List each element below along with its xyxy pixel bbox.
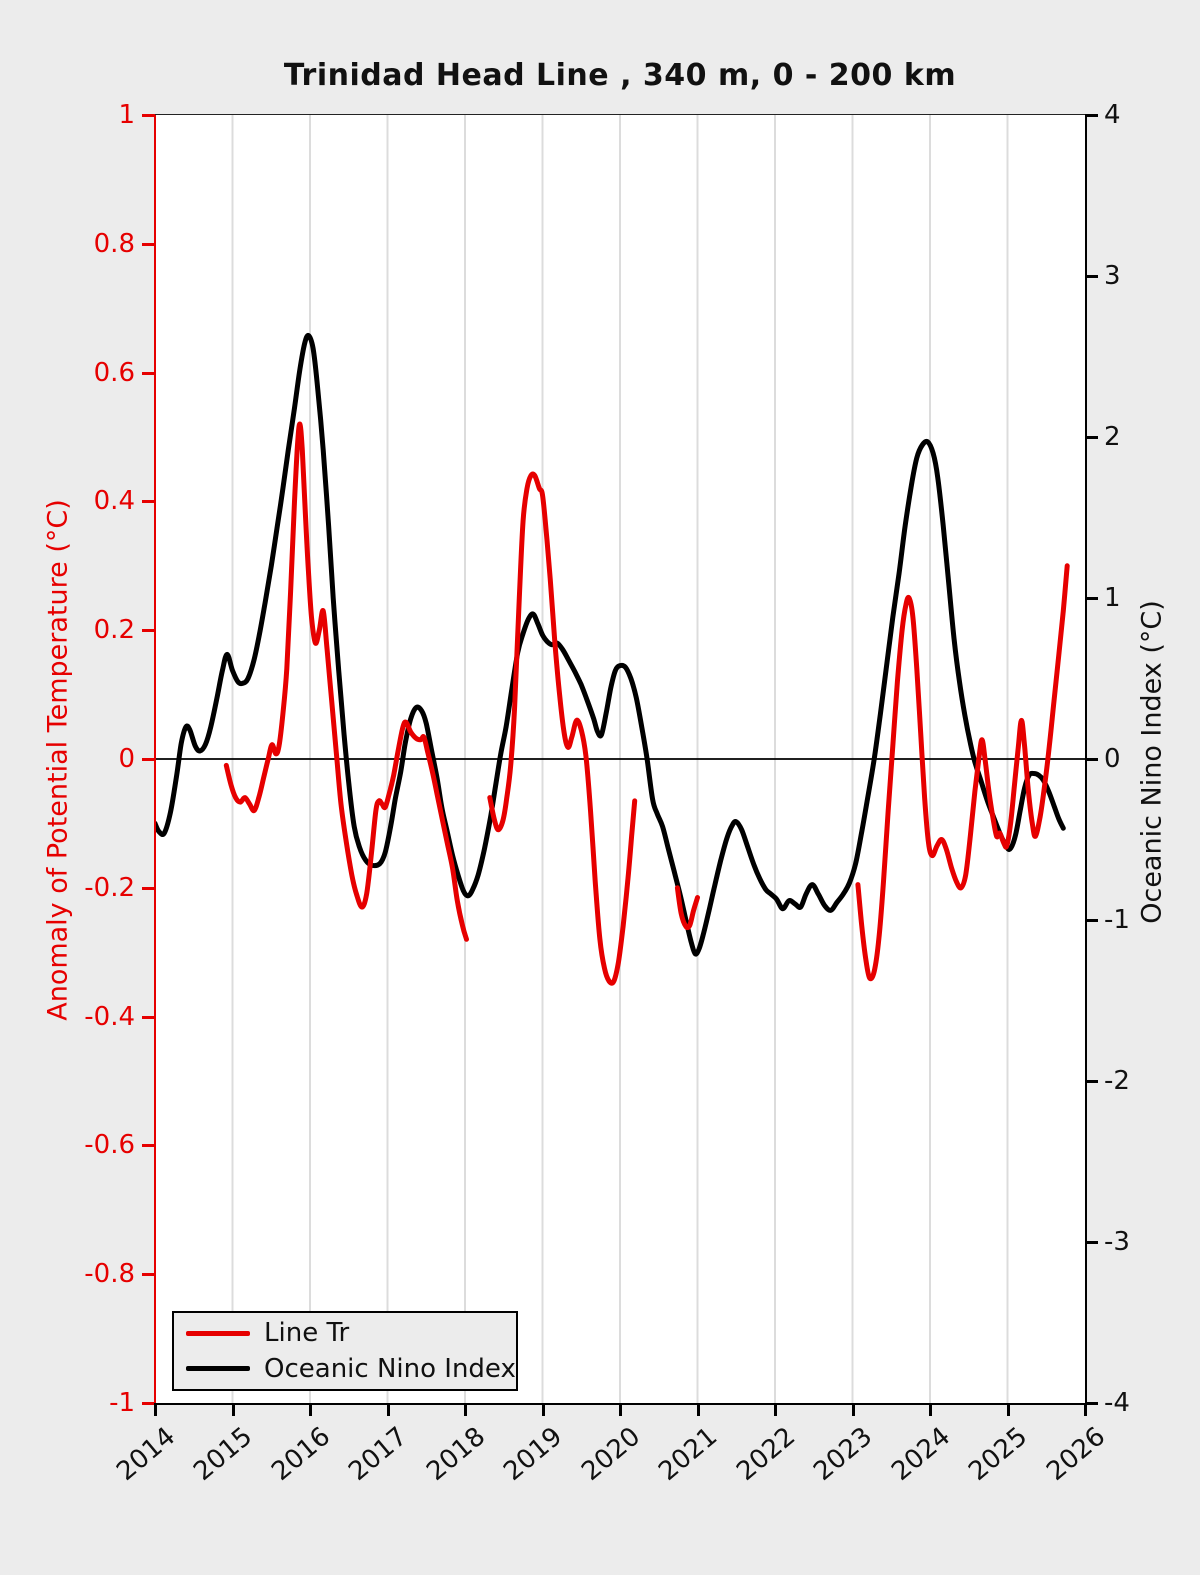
right-axis-tick — [1085, 1241, 1098, 1244]
right-axis-tick-label: 1 — [1104, 583, 1121, 613]
right-axis-tick — [1085, 758, 1098, 761]
right-axis-tick — [1085, 919, 1098, 922]
left-axis-tick-label: -0.4 — [84, 1001, 135, 1032]
legend-line-swatch — [186, 1330, 250, 1336]
right-axis-tick-label: -4 — [1104, 1388, 1130, 1418]
chart-canvas — [155, 115, 1085, 1403]
x-axis-tick — [231, 1403, 235, 1416]
legend-line-swatch — [186, 1366, 250, 1372]
line-tr-series — [674, 885, 700, 931]
x-axis-tick-label: 2021 — [653, 1421, 724, 1487]
x-axis-tick-label: 2024 — [886, 1421, 956, 1487]
x-axis-tick-label: 2023 — [808, 1421, 879, 1487]
right-axis-tick — [1085, 1080, 1098, 1083]
x-axis-tick-label: 2018 — [421, 1421, 491, 1487]
right-axis-tick — [1085, 436, 1098, 439]
left-axis-tick — [142, 1402, 155, 1405]
left-axis-tick-label: -0.8 — [84, 1259, 135, 1290]
left-axis-tick-label: -0.2 — [84, 872, 135, 903]
x-axis-tick — [696, 1403, 700, 1416]
x-axis-tick-label: 2017 — [343, 1421, 414, 1487]
left-axis-tick-label: 0 — [118, 744, 135, 774]
right-axis-tick — [1085, 597, 1098, 600]
x-axis-tick — [619, 1403, 622, 1416]
right-axis-tick-label: 0 — [1104, 744, 1121, 774]
right-axis-tick-label: -2 — [1104, 1066, 1130, 1096]
x-axis-tick-label: 2020 — [576, 1421, 646, 1487]
top-spine — [154, 114, 1087, 115]
left-axis-tick-label: -0.6 — [84, 1130, 135, 1161]
x-axis-tick — [309, 1403, 312, 1416]
left-axis-tick — [142, 371, 155, 375]
left-axis-tick — [142, 242, 155, 246]
left-axis-tick — [142, 629, 155, 633]
right-axis-tick-label: 3 — [1104, 261, 1121, 291]
left-axis-tick — [142, 500, 155, 504]
x-axis-tick-label: 2019 — [498, 1421, 569, 1487]
legend: Line Tr Oceanic Nino Index — [172, 1311, 518, 1391]
left-axis-tick — [142, 1144, 155, 1148]
x-axis-tick — [774, 1403, 777, 1416]
left-axis-tick — [142, 758, 155, 761]
right-axis-tick-label: -1 — [1104, 905, 1130, 935]
x-axis-tick — [154, 1403, 157, 1416]
left-axis-tick — [142, 114, 155, 117]
right-axis-tick — [1085, 275, 1098, 278]
right-axis-tick — [1085, 1402, 1098, 1405]
right-axis-tick — [1085, 114, 1098, 117]
legend-item: Oceanic Nino Index — [186, 1353, 516, 1384]
right-axis-tick-label: 2 — [1104, 422, 1121, 452]
line-tr-series — [855, 563, 1070, 982]
x-axis-tick-label: 2022 — [731, 1421, 801, 1487]
left-axis-tick — [142, 886, 155, 890]
x-axis-tick-label: 2026 — [1041, 1421, 1111, 1487]
x-axis-tick — [929, 1403, 932, 1416]
chart-title: Trinidad Head Line , 340 m, 0 - 200 km — [283, 58, 957, 93]
left-axis-tick-label: 1 — [118, 100, 135, 130]
left-axis-tick-label: 0.4 — [93, 486, 135, 517]
x-axis-tick-label: 2014 — [111, 1421, 181, 1487]
x-axis-tick — [851, 1403, 855, 1416]
legend-item-label: Line Tr — [264, 1317, 350, 1348]
right-axis-tick-label: -3 — [1104, 1227, 1130, 1257]
x-axis-tick — [386, 1403, 390, 1416]
x-axis-tick — [541, 1403, 545, 1416]
right-axis-label: Oceanic Nino Index (°C) — [1136, 600, 1168, 924]
left-axis-tick-label: 0.6 — [93, 357, 135, 388]
legend-item-label: Oceanic Nino Index — [264, 1353, 516, 1384]
line-tr-series — [487, 471, 638, 986]
oni-series — [155, 332, 1066, 957]
x-axis-tick-label: 2025 — [963, 1421, 1034, 1487]
x-axis-tick-label: 2016 — [266, 1421, 336, 1487]
left-axis-tick — [142, 1273, 155, 1277]
right-axis-tick-label: 4 — [1104, 100, 1121, 130]
left-axis-spine — [154, 115, 156, 1405]
legend-item: Line Tr — [186, 1319, 516, 1348]
line-tr-series — [223, 421, 469, 942]
left-axis-tick-label: -1 — [109, 1388, 135, 1418]
left-axis-tick — [142, 1015, 155, 1019]
plot-area — [155, 115, 1085, 1403]
left-axis-tick-label: 0.8 — [93, 228, 135, 259]
left-axis-tick-label: 0.2 — [93, 615, 135, 646]
x-axis-tick — [1084, 1403, 1087, 1416]
x-axis-tick-label: 2015 — [188, 1421, 259, 1487]
x-axis-tick — [464, 1403, 467, 1416]
x-axis-tick — [1006, 1403, 1010, 1416]
